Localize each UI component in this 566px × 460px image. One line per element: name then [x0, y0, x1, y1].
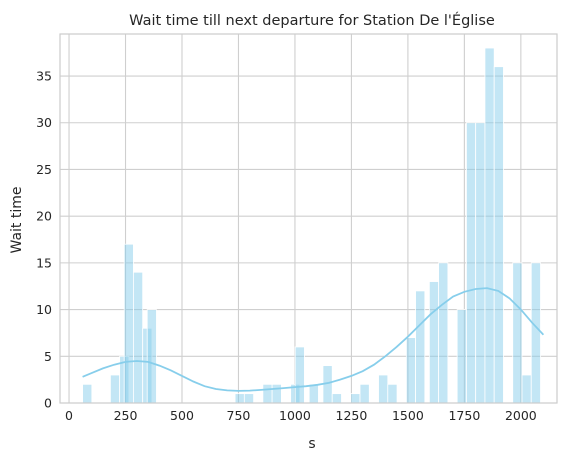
histogram-bar	[378, 374, 389, 404]
y-tick-label: 0	[44, 396, 52, 411]
histogram-bar	[350, 393, 361, 404]
histogram-bar	[234, 393, 245, 404]
histogram-bar	[82, 383, 93, 404]
y-tick-label: 5	[44, 349, 52, 364]
x-tick-label: 1500	[392, 408, 424, 423]
y-tick-label: 15	[36, 255, 52, 270]
histogram-bar	[243, 393, 255, 404]
histogram-bar	[133, 271, 144, 404]
y-tick-label: 30	[36, 115, 52, 130]
histogram-bar	[387, 383, 398, 404]
y-tick-label: 25	[36, 162, 52, 177]
histogram-bars	[82, 47, 541, 404]
histogram-bar	[262, 383, 273, 404]
histogram-bar	[109, 374, 121, 404]
x-tick-label: 1250	[336, 408, 368, 423]
histogram-bar	[438, 262, 449, 404]
y-tick-labels: 0 5 10 15 20 25 30 35	[36, 69, 52, 411]
x-tick-labels: 0 250 500 750 1000 1250 1500 1750 2000	[65, 408, 537, 423]
histogram-bar	[493, 66, 504, 404]
histogram-bar	[359, 383, 370, 404]
chart-title: Wait time till next departure for Statio…	[129, 12, 495, 29]
histogram-bar	[331, 393, 342, 404]
histogram-bar	[484, 47, 495, 404]
x-tick-label: 0	[65, 408, 73, 423]
histogram-bar	[466, 122, 477, 404]
x-tick-label: 1750	[448, 408, 480, 423]
histogram-bar	[475, 122, 486, 404]
y-tick-label: 35	[36, 69, 52, 84]
histogram-bar	[530, 262, 541, 404]
histogram-bar	[521, 374, 532, 404]
x-tick-label: 2000	[505, 408, 537, 423]
histogram-bar	[428, 281, 440, 404]
x-tick-label: 250	[114, 408, 138, 423]
histogram-bar	[308, 383, 319, 404]
kde-curve	[82, 287, 545, 392]
histogram-bar	[123, 243, 134, 404]
x-tick-label: 500	[170, 408, 194, 423]
y-axis-label: Wait time	[9, 187, 25, 254]
x-tick-label: 1000	[279, 408, 311, 423]
histogram-bar	[405, 337, 416, 404]
histogram-bar	[271, 383, 282, 404]
plot-frame	[59, 33, 558, 404]
histogram-bar	[456, 309, 467, 404]
y-tick-label: 10	[36, 302, 52, 317]
y-tick-label: 20	[36, 209, 52, 224]
x-tick-label: 750	[227, 408, 251, 423]
histogram-bar	[415, 290, 426, 404]
histogram-bar	[146, 309, 157, 404]
x-axis-label: s	[308, 436, 315, 452]
histogram-bar	[512, 262, 523, 404]
histogram-bar	[294, 346, 305, 404]
